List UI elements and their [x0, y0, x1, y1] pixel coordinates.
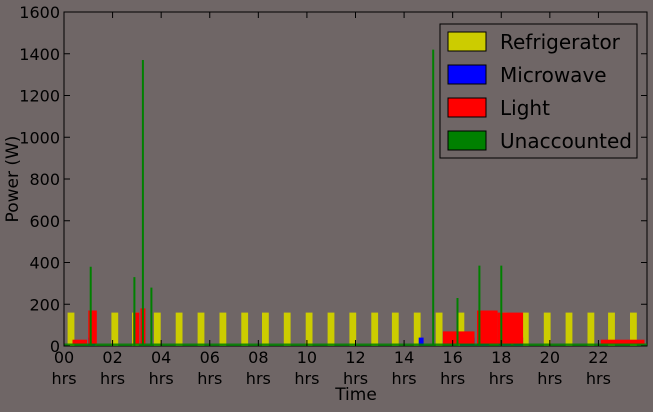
axes-layer: 0 200 400 600 800 1000 1200 1400 1600 00 hrs 02 hrs 0… [19, 3, 647, 388]
microwave-event-1 [418, 337, 424, 346]
refrigerator-pulse-12 [327, 312, 335, 346]
x-tick-sublabel-0: hrs [51, 369, 76, 388]
y-tick-label-0: 0 [50, 337, 60, 356]
refrigerator-pulse-17 [435, 312, 443, 346]
x-tick-label-8: 16 [442, 348, 462, 367]
refrigerator-pulse-24 [587, 312, 595, 346]
y-tick-label-4: 800 [29, 170, 60, 189]
x-tick-label-2: 04 [151, 348, 171, 367]
light-event-2 [133, 312, 140, 344]
x-axis-label: Time [334, 385, 377, 405]
x-tick-sublabel-8: hrs [440, 369, 465, 388]
refrigerator-pulse-23 [565, 312, 573, 346]
legend-label-2: Light [500, 96, 550, 120]
x-tick-label-9: 18 [491, 348, 511, 367]
light-event-0 [72, 339, 88, 344]
refrigerator-pulse-13 [349, 312, 357, 346]
refrigerator-pulse-4 [153, 312, 161, 346]
x-tick-sublabel-3: hrs [197, 369, 222, 388]
legend-swatch-3 [447, 130, 487, 151]
light-event-7 [600, 339, 645, 344]
legend-label-1: Microwave [500, 63, 607, 87]
refrigerator-pulse-16 [413, 312, 421, 346]
y-tick-label-8: 1600 [19, 3, 60, 22]
y-tick-label-1: 200 [29, 295, 60, 314]
refrigerator-pulse-10 [283, 312, 291, 346]
refrigerator-pulse-15 [391, 312, 399, 346]
refrigerator-pulse-8 [241, 312, 249, 346]
refrigerator-pulse-6 [197, 312, 205, 346]
refrigerator-pulse-26 [630, 312, 637, 346]
refrigerator-pulse-21 [521, 312, 529, 346]
refrigerator-pulse-7 [219, 312, 227, 346]
x-tick-label-10: 20 [540, 348, 560, 367]
legend-swatch-1 [447, 64, 487, 85]
x-tick-sublabel-5: hrs [294, 369, 319, 388]
y-tick-label-6: 1200 [19, 87, 60, 106]
y-tick-label-3: 600 [29, 212, 60, 231]
light-event-5 [477, 310, 498, 344]
x-tick-sublabel-11: hrs [586, 369, 611, 388]
x-tick-label-5: 10 [297, 348, 317, 367]
x-tick-label-0: 00 [54, 348, 74, 367]
x-tick-sublabel-9: hrs [489, 369, 514, 388]
light-event-1 [88, 310, 97, 344]
x-tick-sublabel-7: hrs [392, 369, 417, 388]
refrigerator-pulse-5 [175, 312, 183, 346]
refrigerator-pulse-14 [371, 312, 379, 346]
y-tick-label-2: 400 [29, 254, 60, 273]
x-tick-label-3: 06 [200, 348, 220, 367]
refrigerator-pulse-25 [608, 312, 615, 346]
refrigerator-pulse-0 [67, 312, 75, 346]
x-tick-label-7: 14 [394, 348, 414, 367]
refrigerator-pulse-11 [305, 312, 313, 346]
refrigerator-pulse-2 [111, 312, 119, 346]
x-tick-label-6: 12 [345, 348, 365, 367]
x-tick-sublabel-2: hrs [149, 369, 174, 388]
x-tick-sublabel-4: hrs [246, 369, 271, 388]
x-tick-sublabel-6: hrs [343, 369, 368, 388]
x-tick-sublabel-1: hrs [100, 369, 125, 388]
y-tick-label-5: 1000 [19, 128, 60, 147]
light-event-4 [442, 331, 475, 344]
y-tick-label-7: 1400 [19, 45, 60, 64]
x-tick-label-1: 02 [102, 348, 122, 367]
legend-label-3: Unaccounted [500, 129, 632, 153]
legend-swatch-0 [447, 31, 487, 52]
refrigerator-pulse-22 [543, 312, 551, 346]
legend: Refrigerator Microwave Light Unaccounted [439, 23, 638, 159]
legend-swatch-2 [447, 97, 487, 118]
x-tick-label-4: 08 [248, 348, 268, 367]
legend-label-0: Refrigerator [500, 30, 621, 54]
x-tick-label-11: 22 [588, 348, 608, 367]
y-axis-label: Power (W) [3, 136, 23, 223]
x-tick-sublabel-10: hrs [537, 369, 562, 388]
refrigerator-pulse-9 [262, 312, 269, 346]
refrigerator-pulse-18 [457, 312, 465, 346]
